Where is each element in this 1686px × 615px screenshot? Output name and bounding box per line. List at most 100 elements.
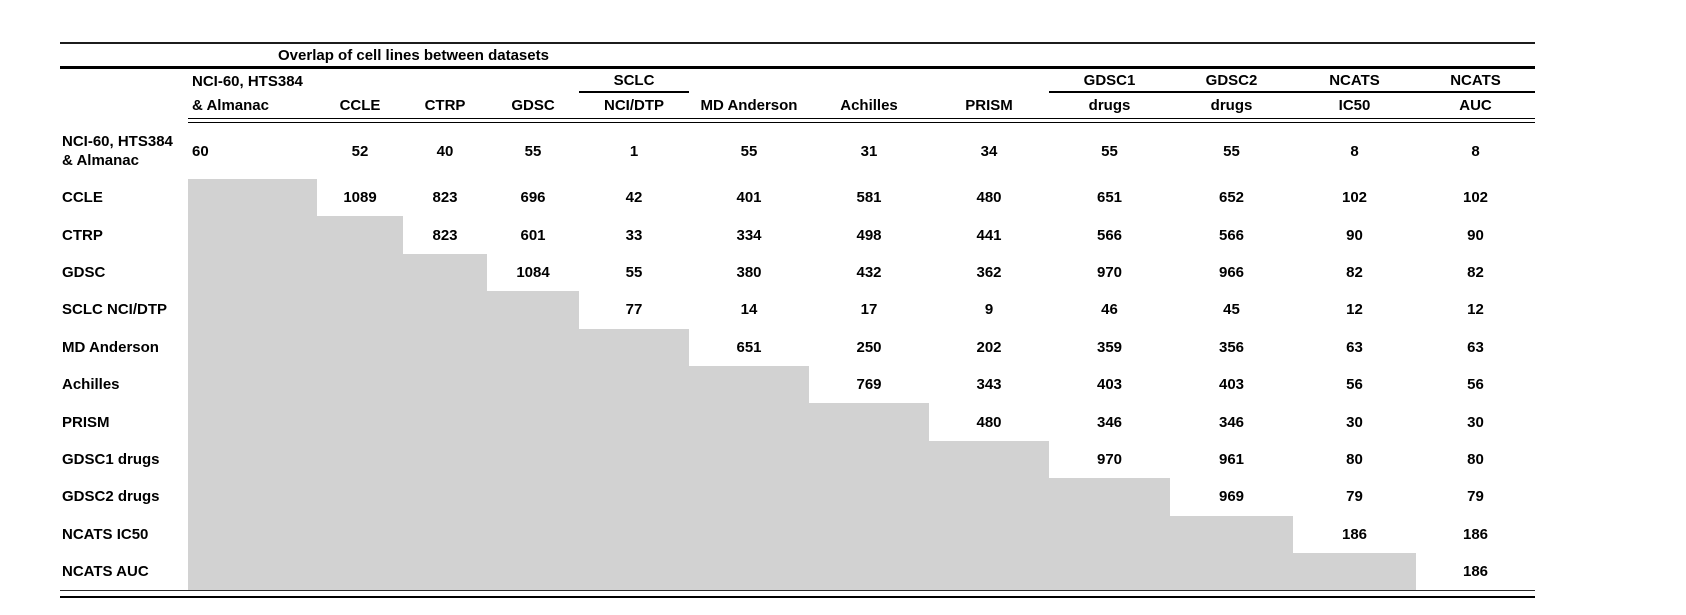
shaded-cell — [689, 365, 809, 404]
value-cell: 250 — [856, 338, 882, 356]
shaded-cell — [317, 403, 403, 441]
value-cell: 498 — [856, 226, 882, 244]
top-rule-divider — [60, 42, 1535, 44]
value-cell: 769 — [856, 376, 882, 394]
row-label-ctrp: CTRP — [60, 216, 188, 253]
row-label-line: NCI-60, HTS384 — [62, 133, 173, 150]
row-label-md-anderson: MD Anderson — [60, 329, 188, 366]
row-label-line: GDSC — [62, 263, 106, 281]
value-cell: 55 — [1223, 142, 1240, 160]
shaded-cell — [403, 253, 487, 292]
row-label-line: GDSC2 drugs — [62, 488, 160, 506]
value-cell: 60 — [192, 142, 209, 160]
table-row-ncats-ic50: NCATS IC50 186 186 — [60, 515, 1535, 553]
value-cell: 1089 — [343, 189, 377, 207]
table-row-prism: PRISM 480 346 346 30 30 — [60, 403, 1535, 441]
shaded-cell — [317, 216, 403, 254]
shaded-cell — [579, 403, 689, 441]
row-label-line: GDSC1 drugs — [62, 450, 160, 468]
value-cell: 970 — [1096, 263, 1123, 281]
overlap-table: Overlap of cell lines between datasets N… — [60, 42, 1535, 599]
value-cell: 80 — [1467, 450, 1484, 468]
shaded-cell — [689, 515, 809, 553]
value-cell: 1 — [629, 142, 639, 160]
shaded-cell — [1049, 478, 1170, 516]
value-cell: 966 — [1218, 263, 1245, 281]
header-cell-top-prism — [929, 69, 1049, 93]
shaded-cell — [579, 440, 689, 479]
table-title-row: Overlap of cell lines between datasets — [60, 44, 1535, 66]
value-cell: 969 — [1218, 488, 1245, 506]
shaded-cell — [403, 478, 487, 516]
shaded-cell — [487, 291, 579, 329]
value-cell: 14 — [740, 301, 758, 319]
value-cell: 359 — [1096, 338, 1123, 356]
value-cell: 356 — [1218, 338, 1245, 356]
header-cell-top-gdsc2: GDSC2 — [1170, 69, 1293, 93]
value-cell: 102 — [1462, 189, 1489, 207]
header-cell-auc: AUC — [1459, 97, 1492, 114]
shaded-cell — [929, 515, 1049, 553]
value-cell: 186 — [1462, 525, 1489, 543]
header-row-bottom: & Almanac CCLE CTRP GDSC NCI/DTP MD Anderson A… — [60, 93, 1535, 118]
table-row-md-anderson: MD Anderson 651 250 202 359 356 63 63 — [60, 328, 1535, 366]
value-cell: 102 — [1341, 189, 1368, 207]
table-row-ncats-auc: NCATS AUC 186 — [60, 552, 1535, 591]
value-cell: 651 — [1096, 189, 1123, 207]
shaded-cell — [487, 552, 579, 591]
row-label-prism: PRISM — [60, 403, 188, 440]
value-cell: 82 — [1467, 263, 1484, 281]
header-cell-top-gdsc1: GDSC1 — [1049, 69, 1170, 93]
value-cell: 42 — [625, 189, 643, 207]
value-cell: 9 — [984, 301, 994, 319]
table-title: Overlap of cell lines between datasets — [278, 46, 549, 64]
value-cell: 441 — [976, 226, 1002, 244]
row-label-nci-60-hts384-almanac: NCI-60, HTS384 & Almanac — [60, 123, 188, 179]
header-row-top: NCI-60, HTS384 SCLC GDSC1 GDSC2 NCATS NCATS — [60, 69, 1535, 93]
shaded-cell — [689, 440, 809, 479]
header-cell-achilles: Achilles — [840, 97, 898, 114]
shaded-cell — [809, 440, 929, 479]
value-cell: 403 — [1096, 376, 1123, 394]
header-rule-divider — [188, 118, 1535, 123]
row-label-ccle: CCLE — [60, 179, 188, 216]
shaded-cell — [317, 253, 403, 292]
value-cell: 346 — [1218, 413, 1245, 431]
row-label-line: Achilles — [62, 376, 120, 394]
value-cell: 186 — [1462, 563, 1489, 581]
row-label-line: NCATS AUC — [62, 563, 149, 581]
header-cell-gdsc: GDSC — [511, 97, 555, 114]
row-label-line: NCATS IC50 — [62, 525, 149, 543]
value-cell: 362 — [976, 263, 1002, 281]
value-cell: 651 — [736, 338, 762, 356]
value-cell: 581 — [856, 189, 882, 207]
header-cell-nci-dtp: NCI/DTP — [604, 97, 664, 114]
shaded-cell — [188, 440, 317, 479]
table-row-gdsc: GDSC 1084 55 380 432 362 970 966 82 82 — [60, 253, 1535, 292]
value-cell: 12 — [1346, 301, 1363, 319]
header-cell-md-anderson: MD Anderson — [700, 97, 798, 114]
table-body: NCI-60, HTS384 & Almanac 60 52 40 55 1 55 31 34 55… — [60, 123, 1535, 591]
shaded-cell — [403, 291, 487, 329]
value-cell: 480 — [976, 189, 1002, 207]
value-cell: 79 — [1467, 488, 1484, 506]
shaded-cell — [689, 403, 809, 441]
value-cell: 403 — [1218, 376, 1245, 394]
header-cell-row-labels-spacer — [60, 93, 188, 118]
shaded-cell — [188, 179, 317, 217]
value-cell: 401 — [736, 189, 762, 207]
value-cell: 202 — [976, 338, 1002, 356]
header-cell-ctrp: CTRP — [424, 97, 466, 114]
shaded-cell — [403, 403, 487, 441]
shaded-cell — [1049, 552, 1170, 591]
table-row-sclc-nci-dtp: SCLC NCI/DTP 77 14 17 9 46 45 12 12 — [60, 291, 1535, 329]
table-row-ctrp: CTRP 823 601 33 334 498 441 566 566 90 90 — [60, 216, 1535, 254]
shaded-cell — [487, 515, 579, 553]
table-row-nci-60-hts384-almanac: NCI-60, HTS384 & Almanac 60 52 40 55 1 55 31 34 55… — [60, 123, 1535, 179]
row-label-achilles: Achilles — [60, 366, 188, 403]
row-label-line: CTRP — [62, 226, 103, 244]
value-cell: 34 — [980, 142, 998, 160]
value-cell: 55 — [625, 263, 643, 281]
shaded-cell — [809, 478, 929, 516]
value-cell: 346 — [1096, 413, 1123, 431]
